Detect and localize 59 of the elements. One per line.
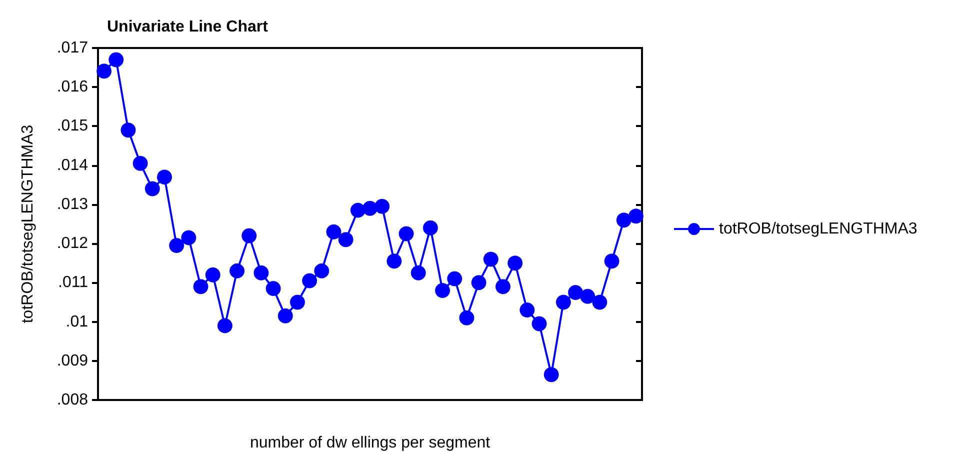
y-tick-label: .015 xyxy=(56,118,88,135)
point xyxy=(120,122,136,138)
point xyxy=(544,367,559,382)
point xyxy=(290,294,305,310)
point xyxy=(338,232,354,248)
point xyxy=(398,226,414,242)
y-tick-label: .014 xyxy=(56,156,88,174)
y-tick-label: .01 xyxy=(66,313,88,330)
point xyxy=(616,212,632,228)
point xyxy=(326,224,342,240)
point xyxy=(230,263,245,278)
point xyxy=(410,265,426,280)
point xyxy=(350,202,366,218)
point xyxy=(628,208,644,224)
point xyxy=(205,267,220,282)
point xyxy=(556,294,571,310)
point xyxy=(386,254,402,269)
point xyxy=(96,64,112,79)
point xyxy=(144,181,160,196)
point xyxy=(157,170,172,185)
point xyxy=(302,273,318,288)
point xyxy=(169,238,184,254)
y-tick-label: .013 xyxy=(56,196,88,213)
point xyxy=(254,265,269,280)
point xyxy=(242,228,257,244)
point xyxy=(374,198,390,214)
y-tick-label: .008 xyxy=(56,392,88,408)
point xyxy=(362,200,378,216)
point xyxy=(532,316,547,332)
chart-title: Univariate Line Chart xyxy=(107,18,269,36)
point xyxy=(604,254,620,269)
point xyxy=(108,52,124,68)
point xyxy=(483,252,498,267)
point xyxy=(422,220,438,236)
point xyxy=(217,318,232,334)
point xyxy=(568,284,584,300)
point xyxy=(132,156,148,171)
legend-label: totROB/totsegLENGTHMA3 xyxy=(719,220,918,238)
point xyxy=(471,275,486,290)
y-tick-label: .009 xyxy=(56,352,88,370)
point xyxy=(495,279,510,294)
y-tick-label: .011 xyxy=(58,274,88,292)
point xyxy=(435,282,450,298)
y-axis-title: totROB/totsegLENGTHMA3 xyxy=(20,124,36,324)
point xyxy=(592,294,608,310)
point xyxy=(193,279,208,294)
point xyxy=(447,271,462,286)
point xyxy=(508,256,523,271)
point xyxy=(520,302,535,318)
point xyxy=(314,263,330,278)
point xyxy=(459,310,474,326)
x-axis-title: number of dw ellings per segment xyxy=(250,434,491,452)
point xyxy=(266,281,281,296)
y-tick-label: .016 xyxy=(56,78,88,96)
y-tick-label: .012 xyxy=(56,235,88,252)
point xyxy=(181,230,196,246)
point xyxy=(580,288,596,304)
point xyxy=(278,308,293,324)
y-tick-label: .017 xyxy=(56,40,88,56)
